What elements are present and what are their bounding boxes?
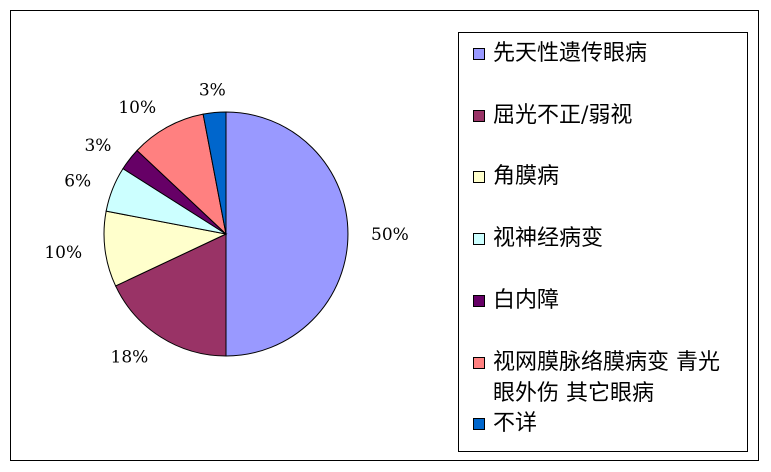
legend-swatch — [473, 233, 485, 245]
legend-label: 视网膜脉络膜病变 青光眼外伤 其它眼病 — [493, 350, 720, 406]
legend-label: 视神经病变 — [493, 226, 604, 251]
legend-label: 白内障 — [493, 288, 560, 313]
pie-slice — [103, 210, 228, 287]
pie-slice — [202, 111, 227, 235]
legend-swatch — [473, 418, 485, 430]
legend-item: 角膜病 — [473, 161, 741, 192]
legend-label: 先天性遗传眼病 — [493, 41, 648, 66]
data-label: 3% — [199, 81, 226, 101]
data-label: 18% — [111, 347, 149, 367]
legend-swatch — [473, 110, 485, 122]
pie-chart: 50% 18% 10% 6% 3% 10% 3% — [44, 81, 409, 368]
legend-label: 角膜病 — [493, 164, 560, 189]
legend-item: 视网膜脉络膜病变 青光眼外伤 其它眼病 — [473, 347, 741, 409]
legend-item: 不详 — [473, 408, 741, 439]
data-label: 10% — [44, 243, 82, 263]
pie-slice — [114, 233, 227, 357]
legend-label: 屈光不正/弱视 — [493, 103, 633, 128]
data-label: 3% — [84, 136, 111, 156]
legend-swatch — [473, 295, 485, 307]
legend-swatch — [473, 357, 485, 369]
legend: 先天性遗传眼病 屈光不正/弱视 角膜病 视神经病变 白内障 视网膜脉络膜病变 青… — [458, 32, 748, 452]
legend-swatch — [473, 171, 485, 183]
legend-label: 不详 — [493, 411, 538, 436]
legend-swatch — [473, 48, 485, 60]
pie-slice — [136, 113, 227, 236]
legend-item: 屈光不正/弱视 — [473, 100, 741, 131]
data-label: 10% — [118, 98, 156, 118]
legend-item: 视神经病变 — [473, 223, 741, 254]
chart-area: 50% 18% 10% 6% 3% 10% 3% 先天性遗传眼病 屈光不正/弱视 角膜病 视… — [10, 10, 759, 461]
legend-item: 白内障 — [473, 285, 741, 316]
data-label: 6% — [64, 172, 91, 192]
legend-item: 先天性遗传眼病 — [473, 38, 741, 69]
data-label: 50% — [371, 225, 409, 245]
pie-slice — [225, 111, 349, 357]
